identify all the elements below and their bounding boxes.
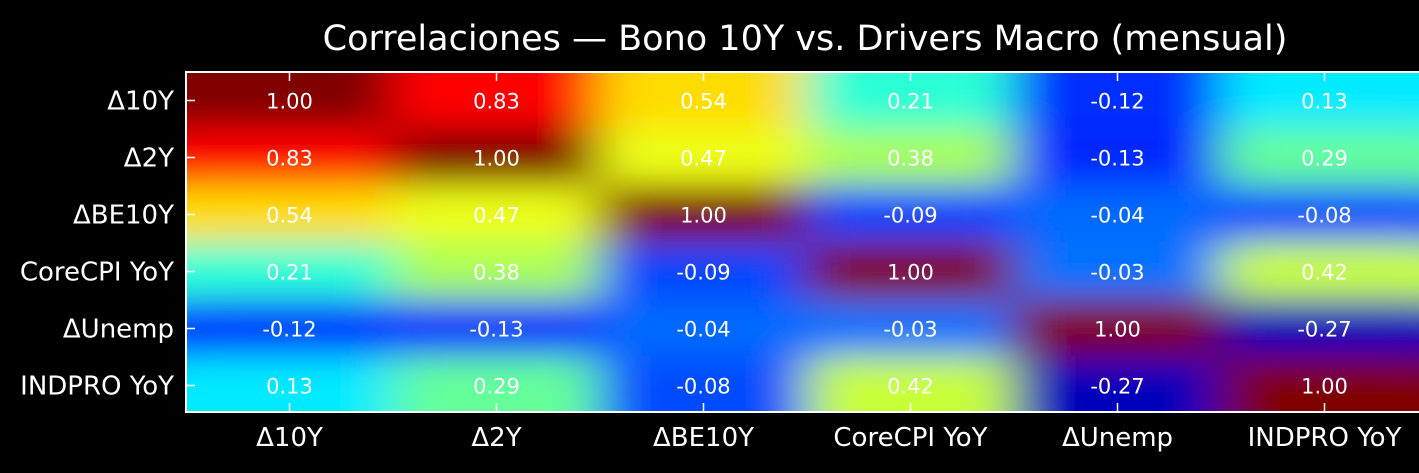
cell-value-label: -0.12 — [262, 318, 316, 342]
heatmap-cell — [186, 128, 394, 187]
heatmap-cell — [599, 72, 808, 130]
cell-value-label: 0.47 — [680, 147, 727, 171]
cell-value-label: 1.00 — [473, 147, 520, 171]
y-tick-label: INDPRO YoY — [20, 372, 174, 402]
heatmap-cell — [392, 356, 601, 412]
heatmap-cell — [1013, 299, 1222, 358]
heatmap-cell — [806, 72, 1015, 130]
heatmap-cell — [1013, 242, 1222, 301]
heatmap-edge-pad — [0, 413, 187, 472]
cell-value-label: 0.29 — [473, 375, 520, 399]
cell-value-label: -0.04 — [1090, 204, 1144, 228]
cell-value-label: 0.42 — [887, 375, 934, 399]
cell-value-label: 0.13 — [1301, 90, 1348, 114]
x-tick-label: CoreCPI YoY — [833, 423, 987, 453]
heatmap-cell — [186, 356, 394, 412]
cell-value-label: -0.09 — [676, 261, 730, 285]
cell-value-label: 1.00 — [1094, 318, 1141, 342]
cell-value-label: -0.27 — [1090, 375, 1144, 399]
heatmap-cell — [392, 242, 601, 301]
cell-value-label: -0.08 — [1297, 204, 1351, 228]
heatmap-cell — [186, 72, 394, 130]
heatmap-cell — [186, 299, 394, 358]
cell-labels: 1.00 0.83 0.54 0.21 -0.12 0.13 0.83 1.00 0.47 0.3… — [262, 90, 1351, 399]
cell-value-label: 1.00 — [887, 261, 934, 285]
heatmap-cell — [806, 185, 1015, 244]
x-tick-label: ΔUnemp — [1062, 423, 1173, 453]
heatmap-cell — [392, 128, 601, 187]
heatmap-cell — [599, 185, 808, 244]
heatmap-cell — [1013, 185, 1222, 244]
heatmap-cell — [599, 356, 808, 412]
chart-title: Correlaciones — Bono 10Y vs. Drivers Mac… — [323, 19, 1288, 59]
cell-value-label: -0.13 — [1090, 147, 1144, 171]
y-tick-label: Δ2Y — [124, 144, 174, 174]
heatmap-cell — [392, 72, 601, 130]
heatmap-cell — [1013, 128, 1222, 187]
cell-value-label: -0.27 — [1297, 318, 1351, 342]
x-tick-label: Δ2Y — [471, 423, 521, 453]
heatmap-cell — [186, 242, 394, 301]
x-tick-label: INDPRO YoY — [1248, 423, 1402, 453]
cell-value-label: 0.38 — [473, 261, 520, 285]
plot-area — [0, 72, 1419, 472]
heatmap-cell — [599, 299, 808, 358]
cell-value-label: 0.83 — [473, 90, 520, 114]
y-tick-label: Δ10Y — [107, 87, 174, 117]
heatmap-cell — [1220, 128, 1419, 187]
cell-value-label: 1.00 — [1301, 375, 1348, 399]
cell-value-label: -0.03 — [883, 318, 937, 342]
x-axis: Δ10Y Δ2Y ΔBE10Y CoreCPI YoY ΔUnemp INDPRO YoY — [256, 72, 1402, 453]
heatmap-cell — [1220, 299, 1419, 358]
y-tick-label: CoreCPI YoY — [20, 258, 174, 288]
cell-value-label: -0.08 — [676, 375, 730, 399]
y-tick-label: ΔBE10Y — [73, 201, 174, 231]
cell-value-label: -0.09 — [883, 204, 937, 228]
heatmap-cell — [1013, 72, 1222, 130]
heatmap-cell — [599, 242, 808, 301]
cell-value-label: -0.13 — [469, 318, 523, 342]
heatmap-cell — [1013, 356, 1222, 412]
heatmap-cell — [599, 128, 808, 187]
cell-value-label: -0.12 — [1090, 90, 1144, 114]
heatmap-cell — [806, 128, 1015, 187]
heatmap-cell — [1220, 72, 1419, 130]
plot-frame — [185, 71, 1419, 413]
x-tick-label: ΔBE10Y — [653, 423, 754, 453]
heatmap-cell — [1220, 242, 1419, 301]
cell-value-label: 0.54 — [680, 90, 727, 114]
heatmap-cell — [806, 356, 1015, 412]
heatmap-cell — [1220, 356, 1419, 412]
cell-value-label: 0.13 — [266, 375, 313, 399]
cell-value-label: -0.04 — [676, 318, 730, 342]
heatmap-cell — [186, 185, 394, 244]
x-tick-label: Δ10Y — [256, 423, 323, 453]
cell-value-label: 0.54 — [266, 204, 313, 228]
cell-value-label: 0.29 — [1301, 147, 1348, 171]
cell-value-label: 0.83 — [266, 147, 313, 171]
heatmap-cell — [806, 299, 1015, 358]
cell-value-label: 1.00 — [266, 90, 313, 114]
heatmap-cell — [392, 299, 601, 358]
heatmap-cell — [806, 242, 1015, 301]
cell-value-label: 0.42 — [1301, 261, 1348, 285]
cell-value-label: 0.21 — [887, 90, 934, 114]
y-tick-label: ΔUnemp — [63, 315, 174, 345]
cell-value-label: 1.00 — [680, 204, 727, 228]
cell-value-label: 0.21 — [266, 261, 313, 285]
cell-value-label: 0.38 — [887, 147, 934, 171]
heatmap-cell — [1220, 185, 1419, 244]
cell-value-label: -0.03 — [1090, 261, 1144, 285]
heatmap-cells — [0, 72, 1419, 472]
y-axis: Δ10Y Δ2Y ΔBE10Y CoreCPI YoY ΔUnemp INDPRO YoY — [20, 87, 195, 402]
heatmap-cell — [392, 185, 601, 244]
cell-value-label: 0.47 — [473, 204, 520, 228]
heatmap-edge-pad — [186, 72, 187, 73]
